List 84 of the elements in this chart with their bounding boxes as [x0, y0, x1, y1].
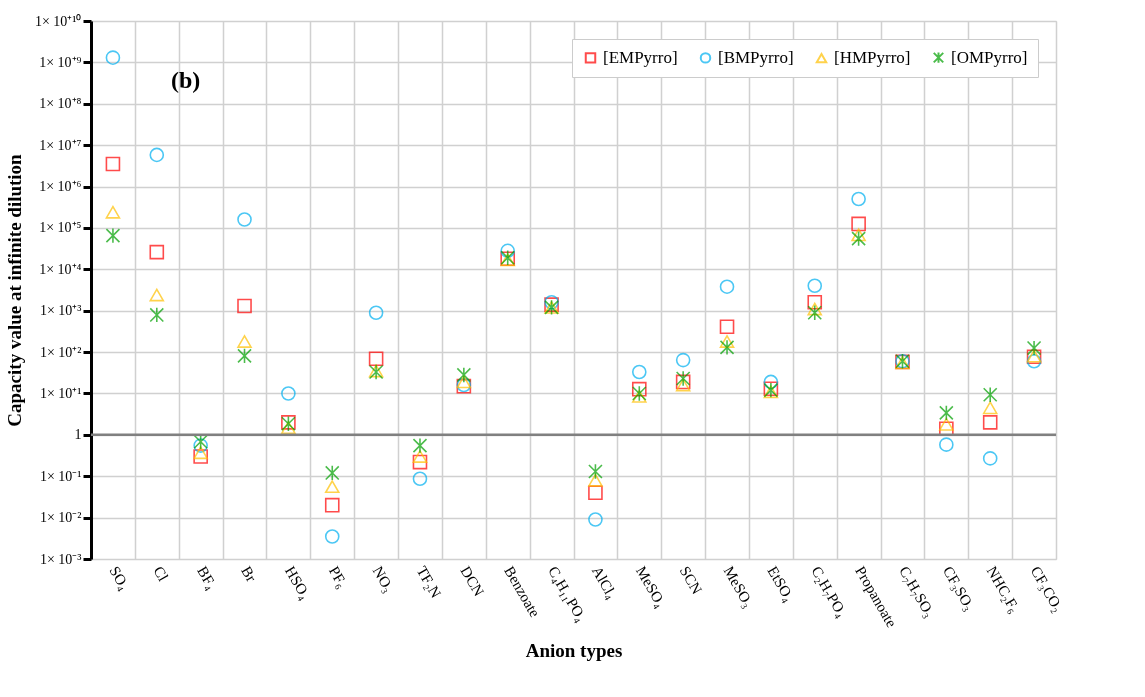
- point: [982, 386, 998, 403]
- point: [675, 370, 691, 387]
- point: [939, 437, 954, 452]
- point: [807, 302, 823, 316]
- point: [456, 375, 472, 389]
- point: [851, 228, 866, 242]
- point: [982, 401, 998, 415]
- point: [412, 450, 428, 463]
- point: [324, 529, 340, 544]
- point: [149, 147, 165, 163]
- y-tick-label: 1× 10⁺²: [39, 344, 82, 360]
- y-tick-label: 1× 10⁺⁵: [39, 220, 82, 236]
- y-axis-title: Capacity value at infinite dilution: [3, 153, 25, 427]
- point: [237, 298, 252, 314]
- point: [193, 438, 208, 453]
- y-tick-label: 1× 10⁺¹: [39, 385, 82, 401]
- point: [368, 351, 384, 367]
- point: [851, 216, 866, 232]
- point: [851, 191, 866, 207]
- y-tick-label: 1: [74, 427, 82, 443]
- point: [851, 230, 866, 247]
- y-tick-label: 1× 10⁻¹: [39, 468, 82, 484]
- point: [412, 437, 428, 454]
- point: [631, 381, 647, 397]
- point: [807, 278, 823, 294]
- point: [456, 366, 472, 383]
- legend-label: [EMPyrro]: [603, 47, 678, 67]
- point: [588, 463, 603, 480]
- legend-label: [HMPyrro]: [834, 48, 911, 68]
- point: [631, 385, 647, 402]
- point: [324, 497, 340, 513]
- point: [412, 454, 428, 470]
- point: [719, 319, 735, 335]
- y-tick-label: 1× 10⁺⁷: [39, 137, 82, 153]
- point: [237, 347, 252, 364]
- x-tick-label: Br: [238, 563, 260, 585]
- point: [588, 512, 603, 527]
- y-tick-label: 1× 10⁺⁶: [39, 179, 82, 195]
- point: [939, 404, 954, 421]
- point: [1026, 353, 1042, 369]
- point: [237, 335, 252, 348]
- point: [500, 243, 516, 259]
- point: [105, 50, 121, 65]
- x-axis-title: Anion types: [525, 639, 623, 661]
- x-tick-label: PF₆: [325, 563, 351, 591]
- point: [412, 471, 428, 487]
- point: [719, 339, 735, 356]
- point: [631, 364, 647, 380]
- annotation: (b): [171, 67, 201, 93]
- point: [675, 352, 691, 368]
- y-tick-label: 1× 10⁺³: [39, 303, 82, 319]
- y-tick-label: 1× 10⁻²: [39, 510, 82, 526]
- point: [1026, 340, 1042, 357]
- point: [324, 464, 340, 481]
- y-tick-label: 1× 10⁺⁹: [39, 54, 82, 70]
- point: [237, 212, 252, 227]
- point: [368, 305, 384, 321]
- point: [939, 417, 954, 431]
- y-tick-label: 1× 10⁺¹⁰: [34, 13, 82, 29]
- point: [193, 446, 208, 460]
- point: [807, 304, 823, 321]
- legend-label: [OMPyrro]: [951, 47, 1028, 67]
- point: [324, 480, 340, 494]
- point: [193, 449, 208, 464]
- point: [982, 451, 998, 466]
- point: [149, 306, 165, 323]
- point: [149, 244, 165, 260]
- y-tick-label: 1× 10⁺⁴: [39, 261, 82, 277]
- point: [807, 294, 823, 310]
- point: [105, 156, 121, 172]
- point: [719, 279, 735, 294]
- x-tick-label: Cl: [150, 563, 172, 584]
- point: [105, 205, 121, 219]
- y-tick-label: 1× 10⁺⁸: [39, 96, 82, 112]
- point: [281, 386, 296, 401]
- point: [982, 415, 998, 430]
- point: [675, 378, 691, 392]
- y-tick-label: 1× 10⁻³: [39, 551, 82, 567]
- point: [105, 227, 121, 244]
- x-tick-label: SO₄: [106, 563, 133, 593]
- point: [719, 335, 735, 348]
- point: [588, 473, 603, 487]
- legend-label: [BMPyrro]: [718, 47, 794, 67]
- point: [149, 288, 165, 302]
